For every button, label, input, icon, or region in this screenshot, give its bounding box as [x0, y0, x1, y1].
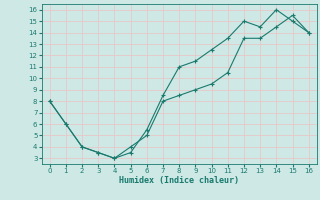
X-axis label: Humidex (Indice chaleur): Humidex (Indice chaleur): [119, 176, 239, 185]
